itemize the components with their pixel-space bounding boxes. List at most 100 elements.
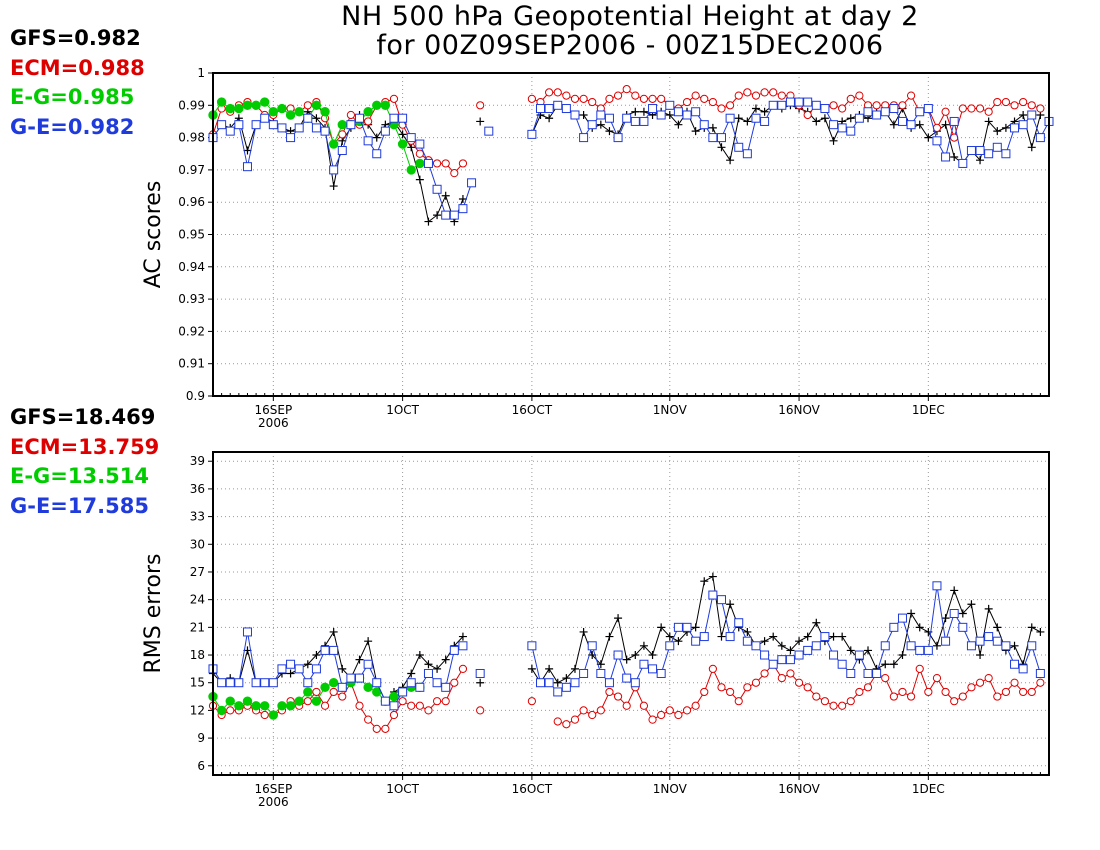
ac-point-ecm (605, 94, 614, 103)
rms-point-ge (975, 636, 985, 646)
rms-point-gfs (786, 646, 795, 655)
ac-point-ge (880, 107, 890, 117)
rms-point-ge (984, 632, 994, 642)
ac-point-ecm (364, 117, 373, 126)
ac-point-gfs (424, 217, 433, 226)
rms-point-gfs (717, 632, 726, 641)
ac-point-ge (372, 149, 382, 159)
ac-point-ecm (562, 91, 571, 100)
rms-point-eg (234, 701, 244, 711)
rms-point-ecm (364, 715, 373, 724)
ac-series-ecm (208, 85, 1045, 178)
ac-point-ecm (657, 94, 666, 103)
ac-point-ecm (1019, 97, 1028, 107)
ac-point-ge (777, 100, 787, 110)
ac-point-ge (389, 113, 399, 123)
ac-point-ge (277, 123, 287, 133)
ac-point-ge (734, 142, 744, 152)
rms-point-ecm (570, 715, 580, 724)
rms-point-ecm (407, 701, 416, 710)
ac-point-ge (346, 120, 356, 130)
rms-point-ge (570, 678, 580, 688)
ac-point-ge (648, 104, 658, 114)
ac-point-ge (984, 149, 994, 159)
rms-point-ecm (226, 706, 235, 715)
ac-point-ecm (588, 97, 597, 107)
ac-point-gfs (743, 117, 752, 126)
rms-point-ecm (803, 683, 812, 692)
rms-point-ge (958, 622, 968, 632)
ac-point-gfs (889, 120, 898, 129)
ac-point-ecm (613, 91, 623, 100)
rms-point-eg (268, 710, 279, 720)
legend-ac-e-g: E-G=0.985 (10, 85, 135, 109)
rms-x-tick-label: 16OCT (512, 782, 553, 796)
ac-point-gfs (950, 152, 959, 161)
rms-point-ge (1018, 664, 1028, 674)
rms-point-ge (768, 659, 778, 669)
rms-point-ecm (312, 687, 321, 697)
rms-point-ge (406, 678, 416, 688)
rms-point-ecm (613, 692, 623, 701)
rms-point-ge (803, 645, 813, 655)
ac-point-gfs (820, 114, 829, 123)
ac-point-ge (716, 133, 726, 143)
rms-y-tick-label: 27 (190, 565, 205, 579)
rms-point-ecm (1001, 687, 1011, 697)
rms-point-ecm (355, 701, 364, 710)
rms-point-gfs (993, 623, 1002, 632)
rms-point-eg (260, 701, 270, 711)
ac-y-tick-label: 0.96 (178, 195, 205, 209)
ac-point-gfs (846, 114, 855, 123)
ac-point-ecm (545, 88, 554, 97)
rms-point-ge (760, 650, 770, 660)
ac-point-gfs (717, 143, 726, 152)
rms-point-gfs (829, 632, 838, 641)
ac-point-ecm (639, 94, 649, 103)
ac-y-tick-label: 0.92 (178, 324, 205, 338)
ac-point-ecm (734, 91, 743, 100)
ac-point-ge (897, 116, 907, 126)
rms-point-ecm (691, 701, 700, 710)
rms-y-axis-label: RMS errors (141, 554, 166, 674)
ac-point-ge (423, 158, 433, 168)
rms-point-ecm (588, 710, 597, 720)
rms-point-ecm (682, 706, 692, 715)
rms-point-ecm (984, 674, 993, 683)
ac-point-ecm (338, 130, 347, 139)
ac-point-gfs (1019, 110, 1028, 119)
rms-point-gfs (1027, 623, 1036, 632)
rms-point-ecm (820, 697, 830, 706)
rms-point-gfs (838, 632, 847, 641)
rms-point-ecm (993, 692, 1002, 701)
ac-point-ge (803, 97, 813, 107)
rms-point-ge (923, 645, 933, 655)
ac-point-gfs (433, 211, 442, 220)
ac-point-ge (949, 116, 959, 126)
ac-point-ecm (975, 104, 985, 113)
rms-point-ecm (700, 687, 709, 697)
rms-x-tick-label: 1OCT (386, 782, 419, 796)
rms-x-tick-label: 1NOV (653, 782, 688, 796)
ac-point-ecm (458, 159, 468, 168)
rms-point-ge (320, 645, 330, 655)
rms-point-ecm (708, 664, 717, 673)
ac-point-ge (975, 146, 985, 156)
rms-point-ge (811, 641, 821, 651)
rms-point-ecm (777, 674, 786, 683)
rms-point-gfs (984, 604, 993, 613)
ac-point-ge (794, 97, 804, 107)
ac-point-ecm (1010, 101, 1019, 110)
rms-point-gfs (881, 660, 890, 669)
rms-point-gfs (950, 586, 959, 595)
ac-x-tick-label: 16OCT (512, 403, 553, 417)
rms-y-tick-label: 6 (197, 759, 205, 773)
rms-point-ecm (338, 692, 347, 701)
rms-point-ecm (1036, 678, 1045, 687)
rms-point-ge (837, 659, 847, 669)
ac-point-ge (1027, 110, 1037, 120)
rms-point-ge (536, 678, 546, 688)
ac-point-ecm (726, 101, 735, 110)
rms-point-gfs (407, 669, 416, 678)
ac-point-eg (311, 100, 322, 111)
